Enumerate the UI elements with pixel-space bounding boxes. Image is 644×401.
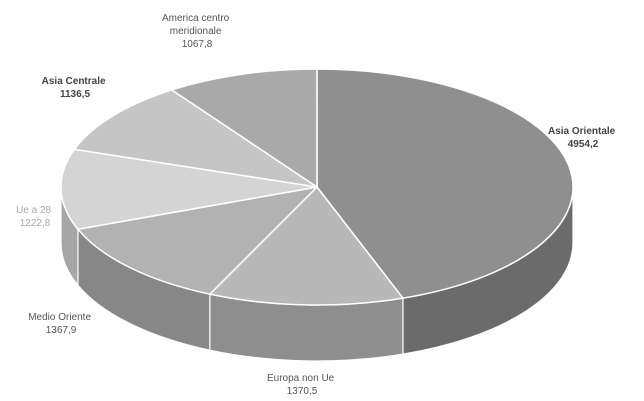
pie-slice-europa-non-ue <box>209 186 404 306</box>
pie-slice-medio-oriente <box>77 186 318 295</box>
slice-label-asia-orientale: Asia Orientale 4954,2 <box>548 126 618 150</box>
slice-label-europa-non-ue: Europa non Ue 1370,5 <box>267 373 337 397</box>
pie-slice-asia-orientale <box>316 68 574 299</box>
slice-label-asia-centrale: Asia Centrale 1136,5 <box>42 76 109 100</box>
pie-slice-asia-centrale <box>73 89 318 188</box>
slice-label-ue-a-28: Ue a 28 1222,8 <box>16 205 54 229</box>
pie-slices <box>60 68 574 306</box>
pie-slice-america-centro-meridionale <box>170 68 318 188</box>
slice-label-america-centro-meridionale: America centro meridionale 1067,8 <box>162 13 232 50</box>
slice-label-medio-oriente: Medio Oriente 1367,9 <box>28 312 94 336</box>
pie-slice-ue-a-28 <box>60 148 318 230</box>
